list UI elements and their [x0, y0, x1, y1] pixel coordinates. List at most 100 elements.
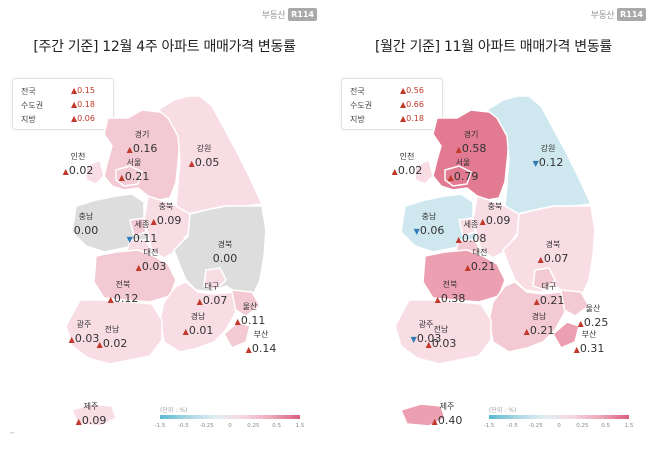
up-arrow-icon: ▲ — [75, 417, 82, 427]
region-value: 0.09 — [81, 414, 107, 428]
korea-map — [65, 95, 267, 427]
region-name: 충북 — [487, 202, 503, 211]
region-충남 — [71, 193, 149, 253]
region-value: 0.11 — [132, 232, 158, 246]
region-label: 울산 ▲0.25 — [563, 304, 623, 330]
summary-row: 수도권 ▲0.66 — [350, 100, 424, 110]
region-name: 전북 — [442, 280, 458, 289]
region-value: 0.21 — [124, 170, 150, 184]
r114-logo: 부동산 R114 — [591, 8, 646, 21]
region-name: 전남 — [104, 325, 120, 334]
up-arrow-icon: ▲ — [150, 217, 157, 227]
legend-gradient-bar — [160, 415, 300, 419]
summary-row: 전국 ▲0.56 — [350, 86, 424, 96]
summary-row: 전국 ▲0.15 — [21, 86, 95, 96]
region-세종 — [129, 217, 147, 237]
legend-tick: 0.5 — [601, 423, 611, 429]
region-value: 0.03 — [74, 332, 100, 346]
region-name: 부산 — [253, 330, 269, 339]
up-arrow-icon: ▲ — [537, 255, 544, 265]
korea-map — [394, 95, 596, 427]
region-label: 제주 ▲0.09 — [61, 402, 121, 428]
region-value: 0.21 — [529, 324, 555, 338]
region-name: 서울 — [455, 158, 471, 167]
region-value: 0.06 — [419, 224, 445, 238]
region-label: 경남 ▲0.01 — [168, 312, 228, 338]
up-arrow-icon: ▲ — [126, 145, 133, 155]
up-arrow-icon: ▲ — [431, 417, 438, 427]
region-value: 0.12 — [113, 292, 139, 306]
up-arrow-icon: ▲ — [533, 297, 540, 307]
region-name: 인천 — [70, 152, 86, 161]
region-label: 전남 ▲0.03 — [411, 325, 471, 351]
up-arrow-icon: ▲ — [523, 327, 530, 337]
region-name: 광주 — [418, 320, 434, 329]
up-arrow-icon: ▲ — [118, 173, 125, 183]
region-label: 경북 ▲0.07 — [523, 240, 583, 266]
region-label: 서울 ▲0.21 — [104, 158, 164, 184]
region-value: 0.08 — [461, 232, 487, 246]
region-label: 충북 ▲0.09 — [136, 202, 196, 228]
region-value: 0.00 — [212, 252, 238, 266]
region-value: 0.58 — [461, 142, 487, 156]
region-name: 광주 — [76, 320, 92, 329]
region-label: 대구 ▲0.07 — [182, 282, 242, 308]
down-arrow-icon: ▼ — [532, 159, 539, 169]
region-name: 충남 — [78, 212, 94, 221]
legend-tick: 0 — [228, 423, 232, 429]
down-arrow-icon: ▼ — [126, 235, 133, 245]
region-name: 강원 — [196, 144, 212, 153]
region-label: 광주 ▼0.03 — [396, 320, 456, 346]
region-제주 — [70, 403, 117, 427]
region-name: 경남 — [190, 312, 206, 321]
up-arrow-icon: ▲ — [391, 167, 398, 177]
legend-tick: -0.25 — [528, 423, 543, 429]
region-전북 — [422, 249, 506, 303]
panel-title: [월간 기준] 11월 아파트 매매가격 변동률 — [375, 39, 612, 55]
region-제주 — [399, 403, 446, 427]
legend-tick: 1.5 — [295, 423, 305, 429]
region-label: 충남 ▼0.06 — [399, 212, 459, 238]
down-arrow-icon: ▼ — [413, 227, 420, 237]
up-arrow-icon: ▲ — [573, 345, 580, 355]
legend-tick: -1.5 — [483, 423, 495, 429]
region-부산 — [552, 321, 580, 349]
region-value: 0.16 — [132, 142, 158, 156]
legend-tick: -0.5 — [506, 423, 518, 429]
region-value: 0.03 — [431, 337, 457, 351]
up-arrow-icon: ▲ — [62, 167, 69, 177]
region-label: 대전 ▲0.03 — [121, 248, 181, 274]
legend-tick: 0.25 — [576, 423, 589, 429]
region-name: 대전 — [472, 248, 488, 257]
region-value: 0.01 — [188, 324, 214, 338]
region-name: 충북 — [158, 202, 174, 211]
weekly-map-panel: 부동산 R114 [주간 기준] 12월 4주 아파트 매매가격 변동률 전국 ▲… — [10, 8, 317, 437]
summary-box: 전국 ▲0.56 수도권 ▲0.66 지방 ▲0.18 — [341, 78, 443, 130]
region-name: 제주 — [83, 402, 99, 411]
region-label: 전북 ▲0.38 — [420, 280, 480, 306]
region-value: 0.40 — [437, 414, 463, 428]
region-인천 — [414, 158, 434, 185]
up-arrow-icon: ▲ — [245, 345, 252, 355]
summary-row: 지방 ▲0.18 — [350, 114, 424, 124]
region-label: 경남 ▲0.21 — [509, 312, 569, 338]
region-value: 0.11 — [240, 314, 266, 328]
region-value: 0.00 — [73, 224, 99, 238]
region-label: 경북 0.00 — [195, 240, 255, 266]
region-label: 부산 ▲0.31 — [559, 330, 619, 356]
region-경남 — [488, 281, 566, 353]
region-대구 — [532, 267, 556, 291]
region-value: 0.03 — [416, 332, 442, 346]
region-label: 광주 ▲0.03 — [54, 320, 114, 346]
region-value: 0.02 — [397, 164, 423, 178]
region-label: 경기 ▲0.58 — [441, 130, 501, 156]
region-label: 인천 ▲0.02 — [48, 152, 108, 178]
region-label: 전남 ▲0.02 — [82, 325, 142, 351]
corner-mark: ⌐ — [10, 430, 16, 437]
legend-ticks: -1.5 -0.5 -0.25 0 0.25 0.5 1.5 — [155, 423, 305, 431]
region-value: 0.02 — [102, 337, 128, 351]
region-전남 — [65, 299, 163, 365]
region-name: 경기 — [134, 130, 150, 139]
region-대구 — [203, 267, 227, 291]
up-arrow-icon: ▲ — [188, 159, 195, 169]
